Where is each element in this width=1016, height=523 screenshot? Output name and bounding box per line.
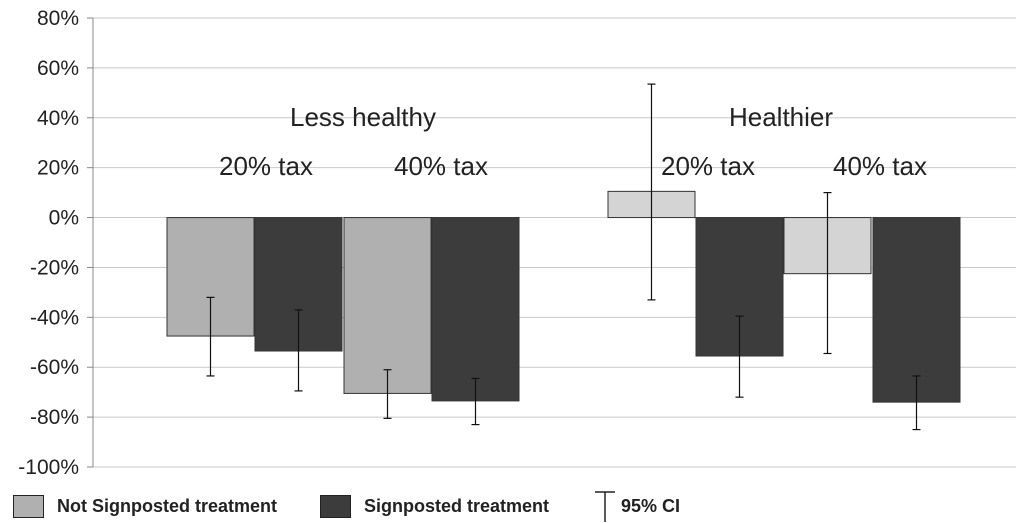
y-tick-label: -80%: [30, 406, 79, 429]
legend-label-signposted: Signposted treatment: [364, 495, 550, 516]
subgroup-label: 20% tax: [661, 151, 755, 181]
confidence-interval-icon: [595, 491, 615, 522]
y-tick-label: -20%: [30, 256, 79, 279]
legend-item-not-signposted: Not Signposted treatment: [13, 492, 277, 520]
group-label: Less healthy: [290, 102, 436, 132]
error-bar: [206, 296, 215, 377]
legend-item-ci: 95% CI: [593, 491, 681, 522]
y-tick-label: 40%: [37, 107, 79, 130]
bar: [343, 217, 432, 394]
legend-label-not-signposted: Not Signposted treatment: [57, 495, 278, 516]
subgroup-label: 20% tax: [219, 151, 313, 181]
error-bars: [206, 83, 921, 431]
bar: [431, 217, 520, 402]
y-tick-label: 60%: [37, 57, 79, 80]
bars: [166, 190, 961, 403]
legend-swatch-signposted: [320, 494, 351, 518]
subgroup-label: 40% tax: [394, 151, 488, 181]
legend-item-signposted: Signposted treatment: [320, 492, 549, 520]
y-tick-label: 0%: [49, 207, 79, 230]
y-tick-label: -60%: [30, 356, 79, 379]
bar-chart: 80% 60% 40% 20% 0% -20% -40% -60% -80% -100% Less…: [18, 7, 1016, 479]
error-bar: [383, 369, 392, 419]
error-bar: [294, 309, 303, 392]
y-tick-label: -100%: [18, 456, 79, 479]
y-axis: 80% 60% 40% 20% 0% -20% -40% -60% -80% -100%: [18, 7, 94, 479]
error-bar: [471, 377, 480, 426]
y-tick-label: 20%: [37, 157, 79, 180]
error-bar: [735, 315, 744, 398]
legend: Not Signposted treatment Signposted trea…: [0, 488, 1016, 523]
error-bar: [912, 375, 921, 431]
subgroup-label: 40% tax: [833, 151, 927, 181]
y-tick-label: 80%: [37, 7, 79, 30]
error-bar: [823, 192, 832, 355]
error-bar: [647, 83, 656, 301]
legend-label-ci: 95% CI: [621, 495, 681, 516]
y-tick-label: -40%: [30, 306, 79, 329]
group-label: Healthier: [729, 102, 833, 132]
bar: [872, 217, 961, 403]
legend-swatch-not-signposted: [13, 494, 44, 518]
